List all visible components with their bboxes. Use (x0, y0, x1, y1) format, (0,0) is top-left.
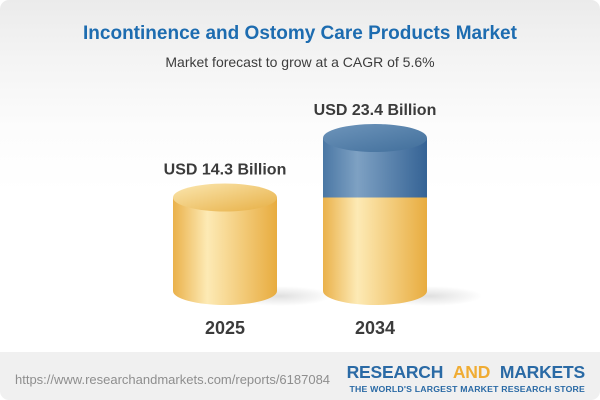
logo-wordmark: RESEARCH AND MARKETS (346, 362, 586, 383)
cylinder-top (173, 183, 277, 212)
logo-word-markets: MARKETS (499, 362, 585, 383)
growth-segment (323, 138, 427, 198)
category-label: 2025 (205, 318, 245, 338)
chart-title: Incontinence and Ostomy Care Products Ma… (83, 23, 517, 44)
base-segment (173, 197, 277, 305)
bar-shadow (228, 286, 332, 306)
base-segment (323, 197, 427, 305)
logo-tagline: THE WORLD'S LARGEST MARKET RESEARCH STOR… (349, 383, 585, 394)
bar-2025: USD 14.3 Billion 2025 (164, 162, 332, 338)
footer: https://www.researchandmarkets.com/repor… (0, 352, 600, 400)
value-label: USD 14.3 Billion (164, 162, 287, 179)
report-url[interactable]: https://www.researchandmarkets.com/repor… (15, 371, 331, 387)
category-label: 2034 (355, 318, 395, 338)
cylinder-top (323, 124, 427, 152)
researchandmarkets-logo: RESEARCH AND MARKETS THE WORLD'S LARGEST… (346, 362, 586, 394)
chart-subtitle: Market forecast to grow at a CAGR of 5.6… (165, 54, 435, 70)
logo-word-and: AND (452, 362, 491, 383)
bar-2034: USD 23.4 Billion 2034 (314, 102, 482, 338)
logo-word-research: RESEARCH (346, 362, 444, 383)
bar-shadow (378, 286, 482, 306)
value-label: USD 23.4 Billion (314, 102, 437, 119)
